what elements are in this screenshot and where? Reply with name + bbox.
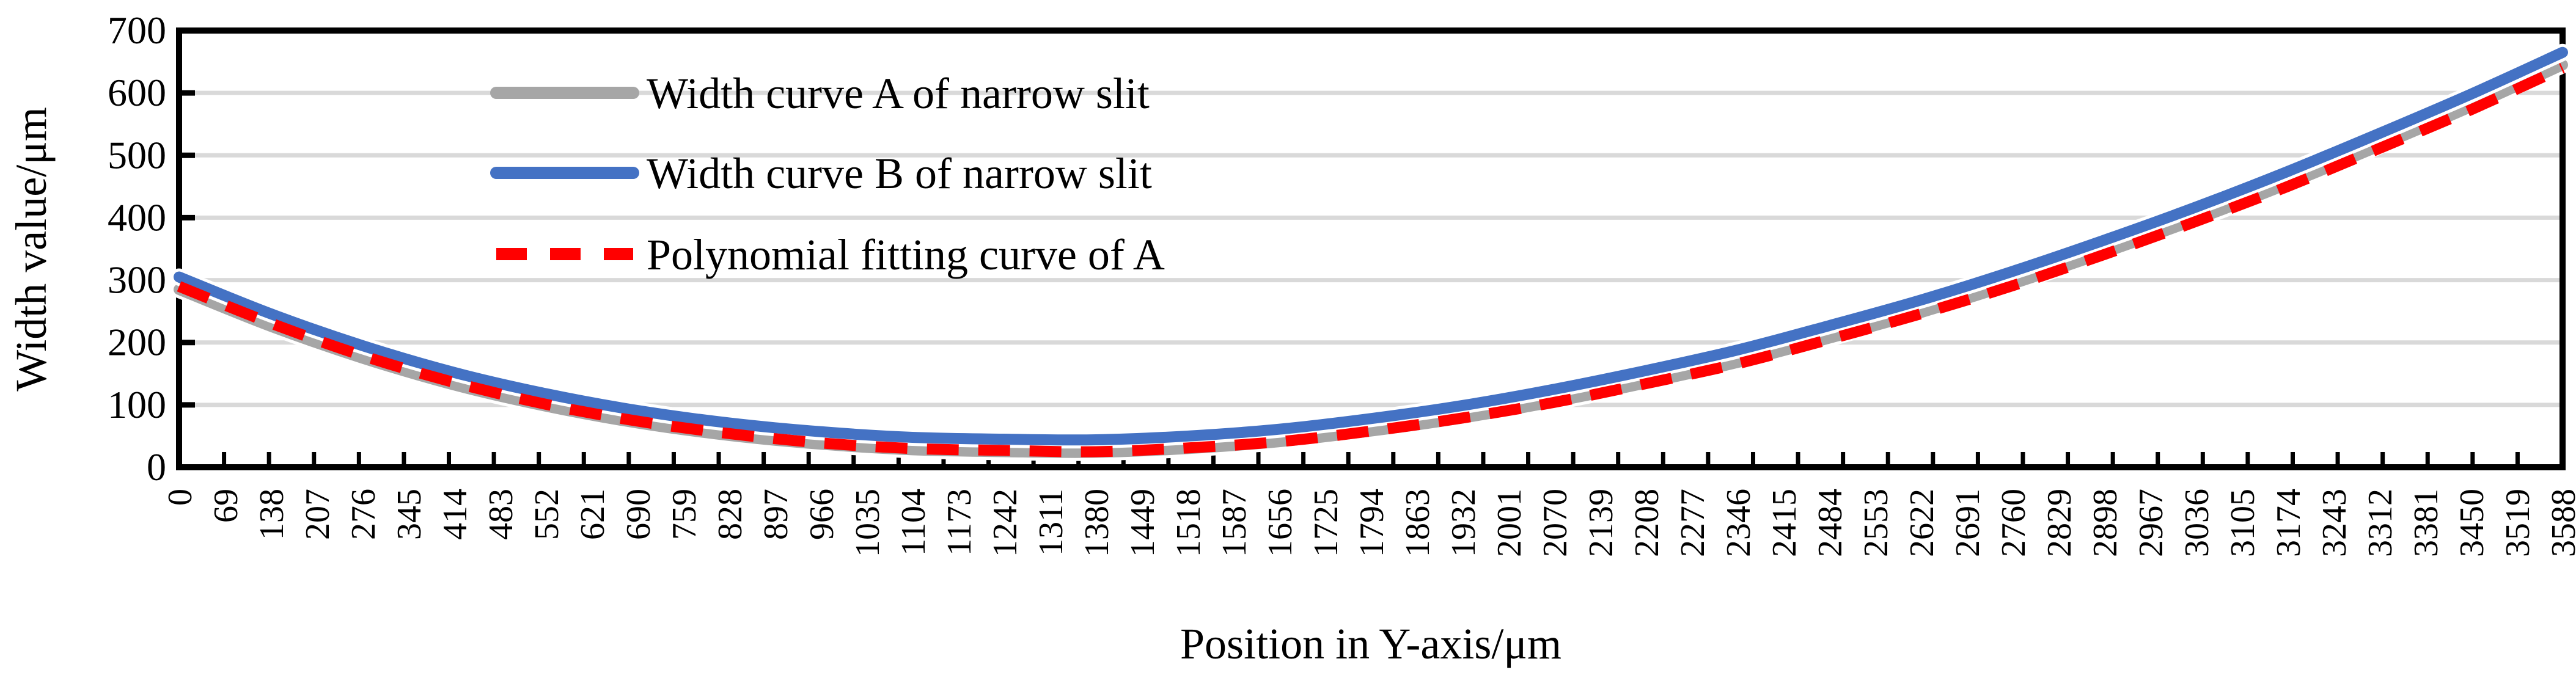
x-tick-label-1242: 1242	[986, 489, 1024, 557]
x-axis-ticks-group	[177, 452, 2565, 467]
x-tick-label-1725: 1725	[1307, 489, 1345, 557]
y-tick-label-700: 700	[108, 9, 166, 52]
x-tick-label-2829: 2829	[2041, 489, 2079, 557]
x-tick-label-0: 0	[161, 489, 199, 506]
y-tick-label-300: 300	[108, 258, 166, 302]
x-tick-label-2346: 2346	[1720, 489, 1758, 557]
x-tick-label-483: 483	[482, 489, 520, 540]
y-tick-label-600: 600	[108, 71, 166, 114]
x-tick-label-1656: 1656	[1261, 489, 1299, 557]
series-casing-1	[171, 43, 2571, 449]
x-tick-label-2760: 2760	[1995, 489, 2033, 557]
x-tick-label-1518: 1518	[1170, 489, 1208, 557]
legend-item-curve-a: Width curve A of narrow slit	[490, 69, 1150, 118]
x-tick-label-3105: 3105	[2224, 489, 2262, 557]
x-tick-label-414: 414	[436, 489, 474, 540]
x-tick-label-3174: 3174	[2270, 489, 2308, 557]
x-tick-label-3312: 3312	[2361, 489, 2399, 557]
x-tick-label-966: 966	[803, 489, 841, 540]
x-tick-label-1587: 1587	[1216, 489, 1253, 557]
fitting-curve-legend-label: Polynomial fitting curve of A	[647, 230, 1165, 279]
x-tick-label-2898: 2898	[2086, 489, 2124, 557]
x-axis-title: Position in Y-axis/μm	[1180, 619, 1561, 668]
x-tick-label-1035: 1035	[849, 489, 887, 557]
x-tick-label-1794: 1794	[1353, 489, 1391, 557]
series-line-2	[177, 63, 2565, 457]
x-tick-label-552: 552	[528, 489, 566, 540]
series-group	[171, 43, 2571, 461]
x-tick-label-3243: 3243	[2316, 489, 2354, 557]
x-tick-label-3381: 3381	[2407, 489, 2445, 557]
x-tick-label-2139: 2139	[1582, 489, 1620, 557]
x-tick-label-2622: 2622	[1903, 489, 1941, 557]
x-tick-label-3450: 3450	[2453, 489, 2491, 557]
x-tick-label-3588: 3588	[2545, 489, 2576, 557]
y-tick-label-500: 500	[108, 133, 166, 177]
x-tick-label-690: 690	[620, 489, 658, 540]
x-tick-label-2691: 2691	[1949, 489, 1987, 557]
legend: Width curve A of narrow slit Width curve…	[490, 69, 1165, 279]
x-tick-label-3519: 3519	[2499, 489, 2537, 557]
x-tick-label-2208: 2208	[1628, 489, 1666, 557]
plot-border	[176, 27, 2566, 470]
x-tick-label-759: 759	[666, 489, 703, 540]
y-tick-label-200: 200	[108, 321, 166, 364]
x-tick-label-1380: 1380	[1078, 489, 1116, 557]
x-tick-label-2001: 2001	[1491, 489, 1528, 557]
x-tick-label-1449: 1449	[1124, 489, 1162, 557]
x-tick-label-276: 276	[345, 489, 383, 540]
x-tick-label-2967: 2967	[2132, 489, 2170, 557]
x-tick-label-69: 69	[207, 489, 245, 523]
y-axis-labels-group: 0 100 200 300 400 500 600 700	[108, 9, 166, 489]
x-tick-label-138: 138	[253, 489, 291, 540]
x-tick-label-897: 897	[757, 489, 795, 540]
x-tick-label-1311: 1311	[1032, 489, 1070, 556]
y-tick-label-0: 0	[147, 445, 166, 489]
legend-item-fitting-curve: Polynomial fitting curve of A	[496, 230, 1165, 279]
x-tick-label-2553: 2553	[1857, 489, 1895, 557]
x-tick-label-2070: 2070	[1536, 489, 1574, 557]
y-tick-label-100: 100	[108, 383, 166, 426]
x-tick-label-828: 828	[711, 489, 749, 540]
x-axis-labels-group: 0 69 138 207 276 345 414 483 552 621 690 759 828 897 9…	[161, 489, 2576, 557]
curve-b-legend-label: Width curve B of narrow slit	[647, 149, 1152, 198]
x-tick-label-3036: 3036	[2178, 489, 2216, 557]
x-tick-label-345: 345	[391, 489, 428, 540]
y-axis-title: Width value/μm	[7, 107, 56, 392]
x-tick-label-621: 621	[574, 489, 612, 540]
curve-a-legend-label: Width curve A of narrow slit	[647, 69, 1150, 118]
x-tick-label-2484: 2484	[1811, 489, 1849, 557]
legend-item-curve-b: Width curve B of narrow slit	[490, 149, 1152, 198]
x-tick-label-1104: 1104	[895, 489, 933, 556]
series-line-1	[174, 46, 2568, 446]
x-tick-label-2415: 2415	[1766, 489, 1804, 557]
x-tick-label-207: 207	[299, 489, 337, 540]
gridlines-group	[179, 90, 2563, 407]
x-tick-label-1932: 1932	[1445, 489, 1483, 557]
x-tick-label-1173: 1173	[941, 489, 978, 556]
x-tick-label-2277: 2277	[1674, 489, 1712, 557]
x-tick-label-1863: 1863	[1399, 489, 1437, 557]
y-tick-label-400: 400	[108, 195, 166, 239]
